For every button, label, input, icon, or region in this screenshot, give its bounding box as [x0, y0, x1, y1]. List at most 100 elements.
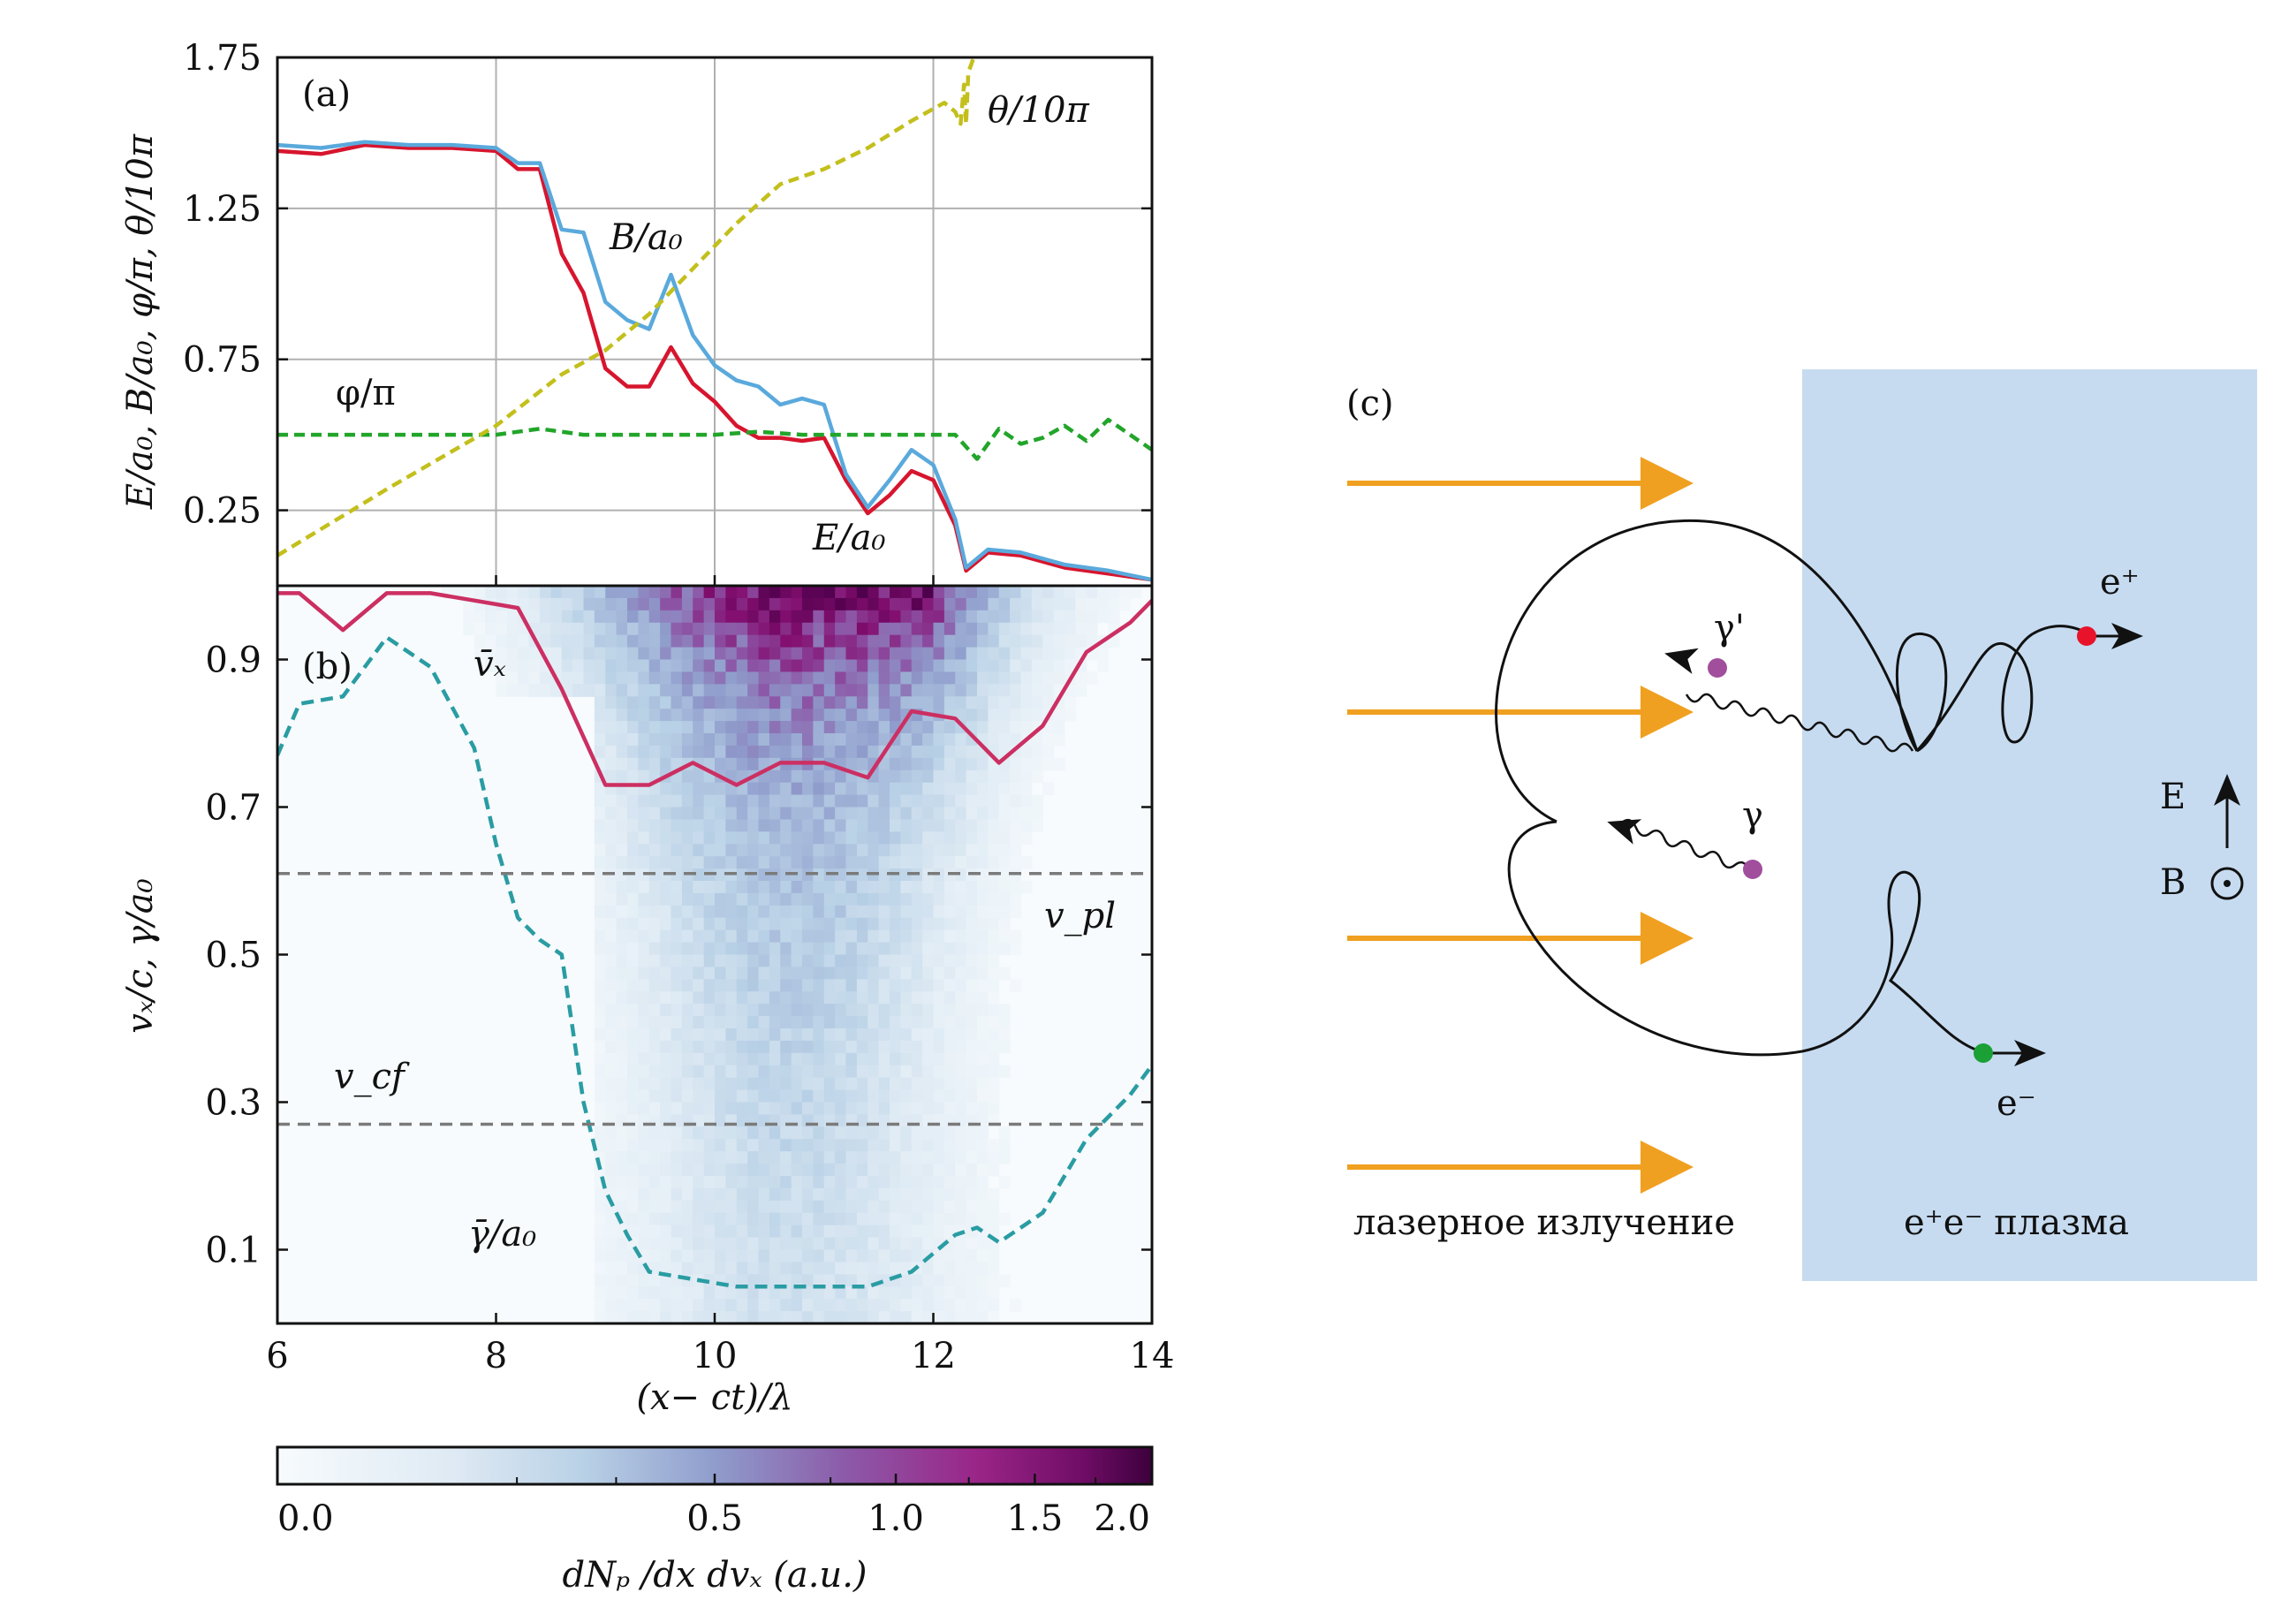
- heatmap-cell: [823, 1249, 836, 1263]
- heatmap-cell: [933, 597, 945, 611]
- heatmap-cell: [693, 684, 705, 697]
- plasma-region: [1802, 369, 2257, 1281]
- heatmap-cell: [890, 1089, 901, 1103]
- heatmap-cell: [988, 794, 1000, 808]
- heatmap-cell: [594, 1200, 606, 1214]
- heatmap-cell: [1010, 597, 1022, 611]
- heatmap-cell: [878, 954, 890, 968]
- heatmap-cell: [671, 1052, 683, 1066]
- heatmap-cell: [638, 671, 650, 685]
- heatmap-cell: [845, 844, 858, 857]
- heatmap-cell: [736, 954, 748, 968]
- heatmap-cell: [725, 1311, 738, 1323]
- heatmap-cell: [616, 1299, 628, 1312]
- heatmap-cell: [813, 844, 825, 857]
- heatmap-cell: [802, 954, 814, 968]
- heatmap-cell: [638, 1311, 650, 1323]
- heatmap-cell: [922, 991, 935, 1005]
- heatmap-cell: [671, 1028, 683, 1042]
- photon-gamma-prime-arrow: [1664, 648, 1699, 674]
- heatmap-cell: [594, 1052, 606, 1066]
- heatmap-cell: [868, 1225, 880, 1239]
- heatmap-cell: [856, 1052, 868, 1066]
- heatmap-cell: [594, 1016, 606, 1029]
- heatmap-cell: [769, 1004, 781, 1017]
- heatmap-cell: [988, 1299, 1000, 1312]
- heatmap-cell: [868, 1299, 880, 1312]
- heatmap-cell: [943, 991, 956, 1005]
- heatmap-cell: [1053, 586, 1065, 599]
- heatmap-cell: [1097, 610, 1110, 624]
- heatmap-cell: [616, 917, 628, 931]
- heatmap-cell: [671, 1040, 683, 1054]
- heatmap-cell: [856, 881, 868, 894]
- heatmap-cell: [802, 1200, 814, 1214]
- heatmap-cell: [681, 622, 693, 636]
- heatmap-cell: [496, 684, 508, 697]
- heatmap-cell: [605, 1286, 618, 1300]
- heatmap-cell: [648, 709, 661, 722]
- heatmap-cell: [845, 1151, 858, 1164]
- heatmap-cell: [747, 1028, 760, 1042]
- heatmap-cell: [922, 757, 935, 771]
- heatmap-cell: [769, 659, 781, 673]
- heatmap-cell: [660, 696, 672, 709]
- heatmap-cell: [736, 1262, 748, 1275]
- heatmap-cell: [835, 807, 847, 821]
- heatmap-cell: [1010, 942, 1022, 956]
- b-label: B/a₀: [609, 217, 683, 258]
- heatmap-cell: [681, 794, 693, 808]
- heatmap-cell: [922, 622, 935, 636]
- heatmap-cell: [616, 610, 628, 624]
- heatmap-cell: [933, 794, 945, 808]
- heatmap-cell: [660, 844, 672, 857]
- heatmap-cell: [1010, 622, 1022, 636]
- heatmap-cell: [703, 1187, 716, 1202]
- heatmap-cell: [868, 684, 880, 697]
- electron-dot: [1974, 1043, 1993, 1063]
- heatmap-cell: [660, 892, 672, 906]
- heatmap-cell: [1020, 757, 1033, 771]
- heatmap-cell: [594, 807, 606, 821]
- heatmap-cell: [616, 721, 628, 734]
- heatmap-cell: [747, 807, 760, 821]
- heatmap-cell: [693, 881, 705, 894]
- heatmap-cell: [638, 929, 650, 944]
- heatmap-cell: [638, 917, 650, 931]
- heatmap-cell: [955, 671, 967, 685]
- heatmap-cell: [911, 1249, 923, 1263]
- heatmap-cell: [780, 929, 792, 944]
- heatmap-cell: [900, 1225, 913, 1239]
- heatmap-cell: [943, 1004, 956, 1017]
- heatmap-cell: [835, 1187, 847, 1202]
- heatmap-cell: [605, 1176, 618, 1189]
- panel-b-frame: [276, 584, 1154, 1325]
- heatmap-cell: [856, 1065, 868, 1079]
- heatmap-cell: [758, 1274, 770, 1287]
- heatmap-cell: [802, 1212, 814, 1226]
- heatmap-cell: [943, 1262, 956, 1275]
- heatmap-cell: [890, 671, 901, 685]
- heatmap-cell: [703, 1299, 716, 1312]
- heatmap-cell: [616, 709, 628, 722]
- heatmap-cell: [943, 770, 956, 784]
- heatmap-cell: [540, 671, 551, 685]
- heatmap-cell: [911, 1089, 923, 1103]
- heatmap-cell: [736, 622, 748, 636]
- heatmap-cell: [758, 1200, 770, 1214]
- heatmap-cell: [561, 610, 573, 624]
- heatmap-cell: [977, 610, 989, 624]
- heatmap-cell: [802, 1016, 814, 1029]
- heatmap-cell: [802, 1065, 814, 1079]
- heatmap-cell: [648, 757, 661, 771]
- heatmap-cell: [791, 1262, 803, 1275]
- heatmap-cell: [988, 954, 1000, 968]
- heatmap-cell: [715, 881, 726, 894]
- heatmap-cell: [638, 1016, 650, 1029]
- heatmap-cell: [648, 819, 661, 832]
- heatmap-cell: [955, 991, 967, 1005]
- heatmap-cell: [725, 1065, 738, 1079]
- heatmap-cell: [769, 1102, 781, 1116]
- heatmap-cell: [933, 1164, 945, 1177]
- heatmap-cell: [747, 1077, 760, 1091]
